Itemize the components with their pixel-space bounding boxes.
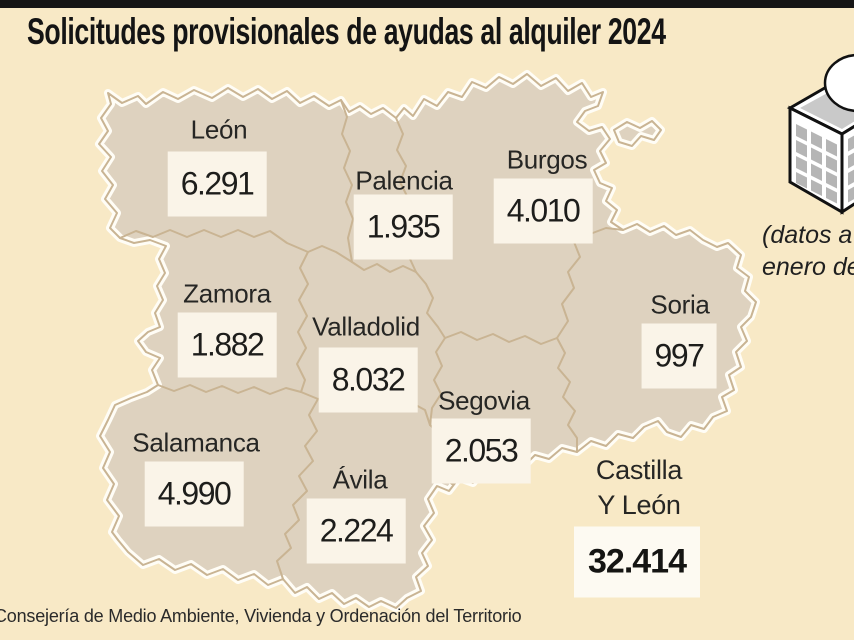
region-border-line <box>98 73 757 609</box>
province-value: 8.032 <box>318 347 418 413</box>
province-name: Soria <box>650 289 710 320</box>
data-note: (datos a enero de <box>762 219 854 283</box>
top-bar <box>0 0 854 8</box>
province-value: 1.935 <box>353 194 453 260</box>
province-value: 4.010 <box>493 178 593 244</box>
region-total-value: 32.414 <box>574 526 700 598</box>
province-value: 1.882 <box>177 312 277 378</box>
province-name: Ávila <box>332 464 388 495</box>
region-total-name-line1: Castilla <box>595 455 683 485</box>
region-total-name: Castilla Y León <box>596 453 682 523</box>
page-title: Solicitudes provisionales de ayudas al a… <box>27 11 666 52</box>
building-icon <box>786 53 854 215</box>
province-borders <box>119 99 624 580</box>
building-windows <box>796 124 854 204</box>
province-name: Valladolid <box>312 311 420 342</box>
province-value: 2.224 <box>306 498 406 564</box>
province-name: Palencia <box>355 165 453 196</box>
data-note-line2: enero de <box>762 253 854 281</box>
province-name: Zamora <box>183 278 271 309</box>
source-text: Consejería de Medio Ambiente, Vivienda y… <box>0 606 522 626</box>
region-total-name-line2: Y León <box>597 490 681 520</box>
data-note-line1: (datos a <box>762 221 853 249</box>
province-name: Segovia <box>438 385 530 416</box>
province-value: 997 <box>641 323 717 389</box>
province-name: Salamanca <box>132 427 260 458</box>
province-value: 6.291 <box>167 151 267 217</box>
province-value: 4.990 <box>144 461 244 527</box>
burgos-exclave-border <box>613 120 662 147</box>
province-value: 2.053 <box>431 418 531 484</box>
dome-icon <box>823 53 854 113</box>
province-name: Burgos <box>506 144 588 175</box>
province-name: León <box>190 114 248 145</box>
